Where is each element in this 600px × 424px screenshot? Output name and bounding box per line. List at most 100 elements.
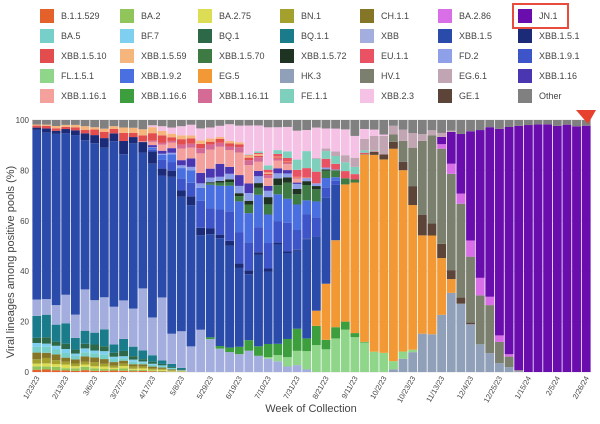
legend-item[interactable]: XBB.2.3 bbox=[360, 88, 414, 104]
bar-segment bbox=[148, 127, 157, 134]
legend-item[interactable]: HV.1 bbox=[360, 68, 400, 84]
legend-item[interactable]: BA.2.75 bbox=[198, 8, 251, 24]
legend-item[interactable]: XBB.1.5 bbox=[438, 28, 492, 44]
legend-item[interactable]: EG.6.1 bbox=[438, 68, 487, 84]
bar-segment bbox=[90, 129, 100, 136]
bar-segment bbox=[292, 194, 302, 205]
legend-item[interactable]: EU.1.1 bbox=[360, 48, 409, 64]
bar-segment bbox=[273, 153, 283, 157]
x-tick-label: 6/19/23 bbox=[224, 375, 244, 401]
legend-item[interactable]: HK.3 bbox=[280, 68, 321, 84]
legend-item[interactable]: XBB bbox=[360, 28, 399, 44]
bar-segment bbox=[215, 137, 225, 139]
bar-segment bbox=[215, 234, 225, 239]
bar-segment bbox=[205, 208, 215, 229]
legend-item[interactable]: BA.2 bbox=[120, 8, 161, 24]
bar-segment bbox=[302, 181, 312, 185]
bar-segment bbox=[244, 242, 254, 271]
bar-segment bbox=[215, 348, 225, 372]
legend-item[interactable]: BQ.1.1 bbox=[280, 28, 329, 44]
bar-segment bbox=[254, 355, 263, 372]
bar-segment bbox=[80, 133, 90, 141]
bar-segment bbox=[196, 200, 206, 228]
bar-segment bbox=[42, 352, 51, 358]
bar-segment bbox=[398, 351, 408, 359]
legend-item[interactable]: FD.2 bbox=[438, 48, 479, 64]
bar-segment bbox=[119, 356, 128, 359]
bar-segment bbox=[90, 366, 100, 369]
legend-swatch bbox=[518, 89, 532, 103]
legend-item[interactable]: FL.1.5.1 bbox=[40, 68, 94, 84]
bar-segment bbox=[437, 148, 447, 244]
legend-item[interactable]: BF.7 bbox=[120, 28, 159, 44]
bar-segment bbox=[263, 169, 273, 173]
bar-segment bbox=[273, 242, 283, 245]
legend-item[interactable]: XBB.1.16.1 bbox=[40, 88, 107, 104]
legend-item[interactable]: GE.1 bbox=[438, 88, 480, 104]
bar-segment bbox=[273, 173, 283, 179]
bar-segment bbox=[138, 142, 148, 153]
bar-segment bbox=[225, 124, 234, 141]
legend-item[interactable]: BQ.1 bbox=[198, 28, 240, 44]
bar-segment bbox=[176, 144, 186, 149]
legend-item[interactable]: XBB.1.16.6 bbox=[120, 88, 187, 104]
legend-item[interactable]: EG.5 bbox=[198, 68, 240, 84]
legend-item[interactable]: XBB.1.16 bbox=[518, 68, 577, 84]
legend-item[interactable]: BA.5 bbox=[40, 28, 81, 44]
legend-item[interactable]: XBB.1.5.59 bbox=[120, 48, 187, 64]
legend-item[interactable]: CH.1.1 bbox=[360, 8, 409, 24]
bar-segment bbox=[51, 366, 61, 371]
bar-segment bbox=[311, 171, 321, 184]
bar-segment bbox=[51, 354, 61, 361]
bar-segment bbox=[311, 236, 321, 311]
legend-item[interactable]: XBB.1.9.2 bbox=[120, 68, 182, 84]
legend-item[interactable]: XBB.1.5.70 bbox=[198, 48, 265, 64]
legend-item[interactable]: FE.1.1 bbox=[280, 88, 328, 104]
legend-item[interactable]: XBB.1.5.10 bbox=[40, 48, 107, 64]
bar-segment bbox=[340, 329, 350, 372]
legend-swatch bbox=[360, 9, 374, 23]
legend-item[interactable]: B.1.1.529 bbox=[40, 8, 100, 24]
y-tick-label: 60 bbox=[20, 217, 29, 226]
bar-segment bbox=[90, 344, 100, 351]
x-tick-label: 3/27/23 bbox=[108, 375, 128, 401]
bar-segment bbox=[234, 267, 244, 347]
bar-segment bbox=[119, 368, 128, 371]
bar-segment bbox=[466, 120, 475, 132]
bar-segment bbox=[360, 341, 369, 343]
bar-segment bbox=[321, 349, 331, 372]
legend-item[interactable]: BN.1 bbox=[280, 8, 321, 24]
legend-item[interactable]: XBB.1.5.72 bbox=[280, 48, 347, 64]
bar-segment bbox=[119, 358, 128, 361]
bar-segment bbox=[244, 204, 254, 214]
bar-segment bbox=[70, 124, 80, 128]
bar-segment bbox=[360, 138, 369, 151]
legend-label: EU.1.1 bbox=[381, 51, 409, 61]
bar-segment bbox=[148, 149, 157, 152]
bar-segment bbox=[109, 370, 119, 372]
bar-segment bbox=[254, 125, 263, 152]
legend-label: XBB.1.9.2 bbox=[141, 71, 182, 81]
legend-item[interactable]: BA.2.86 bbox=[438, 8, 491, 24]
legend-item[interactable]: XBB.1.9.1 bbox=[518, 48, 580, 64]
legend-item[interactable]: XBB.1.16.11 bbox=[198, 88, 269, 104]
bar-segment bbox=[42, 357, 51, 364]
legend-swatch bbox=[518, 69, 532, 83]
bar-segment bbox=[119, 350, 128, 357]
bar-segment bbox=[417, 134, 427, 141]
bar-segment bbox=[408, 147, 418, 187]
bar-segment bbox=[99, 354, 109, 360]
legend-item[interactable]: XBB.1.5.1 bbox=[518, 28, 580, 44]
bar-segment bbox=[475, 277, 485, 296]
bar-segment bbox=[32, 299, 42, 316]
legend-item[interactable]: JN.1 bbox=[518, 8, 558, 24]
bar-segment bbox=[32, 366, 42, 370]
legend-item[interactable]: Other bbox=[518, 88, 562, 104]
bar-segment bbox=[32, 359, 42, 364]
bar-segment bbox=[273, 168, 283, 174]
bar-segment bbox=[90, 362, 100, 367]
bar-segment bbox=[186, 196, 196, 206]
bar-segment bbox=[128, 132, 138, 138]
bar-segment bbox=[205, 141, 215, 145]
y-tick-label: 40 bbox=[20, 267, 29, 276]
